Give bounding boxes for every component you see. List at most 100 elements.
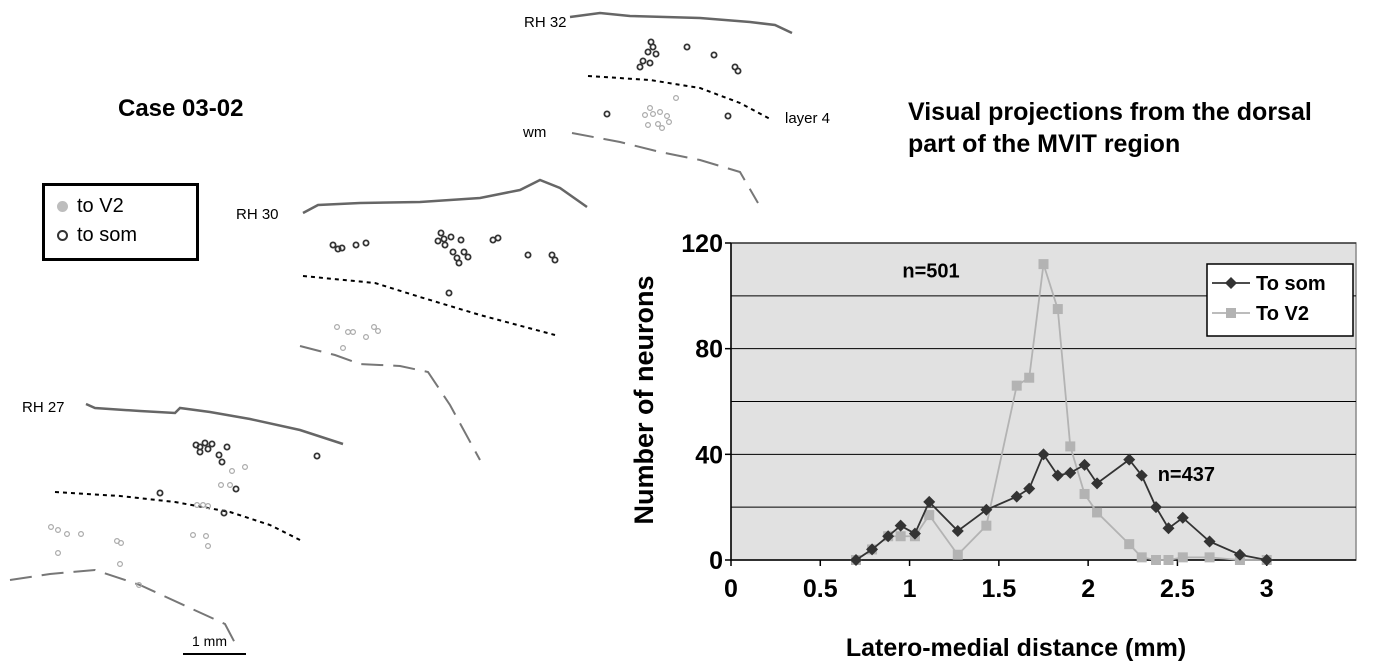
to-v2-neuron-marker [345,329,352,336]
to-som-neuron-marker [447,233,455,241]
scale-bar-label: 1 mm [192,633,227,649]
to-som-neuron-marker [362,239,370,247]
data-point [1051,469,1064,482]
data-point [1011,380,1022,391]
to-som-neuron-marker [724,112,732,120]
open-circle-icon [57,230,68,241]
annotations: n=501 n=437 [902,260,1215,485]
to-som-neuron-marker [352,241,360,249]
to-som-neuron-marker [223,443,231,451]
layer4-boundary-line [587,75,773,121]
to-v2-neuron-marker [200,502,207,509]
white-matter-boundary-line [9,568,237,646]
to-v2-neuron-marker [117,539,124,546]
filled-circle-icon [57,201,68,212]
data-point [1038,259,1049,270]
legend-item-to-v2: to V2 [57,195,124,218]
to-v2-neuron-marker [190,531,197,538]
data-point [895,531,906,542]
to-som-neuron-marker [208,440,216,448]
to-som-neuron-marker [220,509,228,517]
legend-box: to V2 to som [42,183,199,261]
to-som-neuron-marker [603,110,611,118]
case-title: Case 03-02 [118,95,244,122]
data-point [1204,552,1215,563]
data-point [1023,482,1036,495]
layer4-boundary-line [302,275,556,336]
to-som-neuron-marker [232,485,240,493]
to-som-neuron-marker [449,248,457,256]
data-point [850,554,862,566]
to-v2-neuron-marker [350,329,357,336]
x-tick-label: 2.5 [1160,575,1195,603]
legend-label: to V2 [77,195,124,217]
data-point [1203,535,1216,548]
section-rh27: RH 27 1 mm [9,399,344,655]
white-matter-boundary-line [299,345,481,461]
to-v2-neuron-marker [205,542,212,549]
to-som-neuron-marker [524,251,532,259]
to-som-neuron-marker [683,43,691,51]
x-tick-label: 0 [724,575,738,603]
data-point [866,543,879,556]
to-som-neuron-marker [445,289,453,297]
data-point [923,495,936,508]
to-som-neuron-marker [204,445,212,453]
to-som-neuron-marker [334,245,342,253]
data-point [1124,539,1135,550]
layer4-label: layer 4 [785,110,830,127]
n-count-annotation: n=437 [1158,464,1215,486]
to-v2-neuron-marker [218,482,225,489]
to-v2-neuron-marker [656,108,663,115]
legend-item-to-som: to som [57,224,137,247]
to-v2-neuron-marker [371,324,378,331]
to-v2-neuron-marker [242,464,249,471]
to-v2-neuron-marker [646,104,653,111]
data-point [1136,552,1147,563]
chart: 0 0.5 1 1.5 2 2.5 3 0 40 80 120 n=501 n=437 Number … [629,230,1357,662]
to-v2-neuron-marker [375,328,382,335]
to-som-neuron-marker [201,439,209,447]
to-v2-neuron-marker [54,549,61,556]
legend-marker [1225,277,1237,289]
x-tick-label: 3 [1260,575,1274,603]
data-point [1092,507,1103,518]
to-v2-neuron-marker [205,503,212,510]
white-matter-boundary-line [571,132,759,204]
to-som-neuron-marker [338,244,346,252]
to-v2-neuron-marker [334,324,341,331]
pial-surface-line [302,178,588,215]
to-som-neuron-marker [329,241,337,249]
data-point [1052,304,1063,315]
to-som-neuron-marker [313,452,321,460]
section-label-rh30: RH 30 [236,206,279,223]
to-som-neuron-marker [434,237,442,245]
data-point [1065,441,1076,452]
data-point [951,524,964,537]
to-som-neuron-marker [156,489,164,497]
to-v2-neuron-marker [203,532,210,539]
data-point [894,519,907,532]
to-v2-neuron-marker [654,120,661,127]
to-som-neuron-marker [196,448,204,456]
to-v2-neuron-marker [229,468,236,475]
data-point [1123,453,1136,466]
to-v2-neuron-marker [77,530,84,537]
x-tick-label: 0.5 [803,575,838,603]
y-axis-label: Number of neurons [629,275,659,524]
to-v2-neuron-marker [116,560,123,567]
to-som-neuron-marker [460,248,468,256]
to-som-neuron-marker [494,234,502,242]
series-layer [850,259,1273,566]
data-point [1163,555,1174,565]
chart-legend-box [1206,263,1354,337]
data-point [1151,555,1161,565]
section-label-rh27: RH 27 [22,399,65,416]
legend-label: to som [77,224,138,246]
to-v2-neuron-marker [63,530,70,537]
to-som-neuron-marker [644,48,652,56]
to-som-neuron-marker [218,458,226,466]
x-tick-label: 2 [1081,575,1095,603]
to-som-neuron-marker [646,59,654,67]
